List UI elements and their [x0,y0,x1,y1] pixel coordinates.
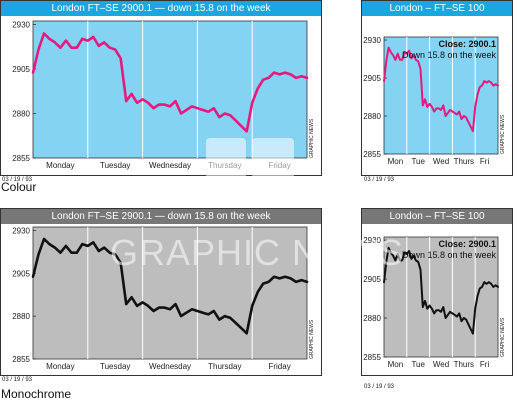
monochrome-large-chart: London FT–SE 2900.1 — down 15.8 on the w… [0,208,322,376]
weekly-change-annotation: Down 15.8 on the week [402,250,497,260]
plot-area [32,20,308,159]
ftse-series-line [31,32,309,133]
chart-title: London – FT–SE 100 [362,1,512,16]
y-tick-label: 2905 [12,269,30,278]
y-tick-label: 2855 [12,154,30,163]
x-tick-label: Fri [480,360,490,369]
x-tick-label: Monday [46,362,74,371]
x-tick-label: Wednesday [149,362,191,371]
x-tick-label: Tuesday [100,161,130,170]
y-tick-label: 2905 [363,74,381,83]
y-tick-label: 2880 [12,312,30,321]
y-tick-label: 2880 [363,112,381,121]
x-tick-label: Tue [411,157,425,166]
chart-plot: 2930 2905 2880 2855 Mon Tue Wed Thurs Fri Close: … [363,236,506,369]
y-tick-label: 2880 [363,314,381,323]
y-tick-label: 2880 [12,110,30,119]
x-tick-label: Monday [46,161,74,170]
x-tick-label: Mon [388,157,404,166]
y-tick-label: 2855 [12,355,30,364]
ftse-series-line [383,246,499,335]
credit-label: GRAPHIC NEWS [309,118,315,158]
chart-title: London FT–SE 2900.1 — down 15.8 on the w… [1,209,321,224]
chart-date: 03 / 19 / 93 [364,384,395,390]
credit-label: GRAPHIC NEWS [500,114,506,154]
y-tick-label: 2930 [363,236,381,245]
x-tick-label: Thursday [208,362,241,371]
y-tick-label: 2905 [363,275,381,284]
x-tick-label: Friday [268,362,290,371]
monochrome-small-chart: London – FT–SE 100 2930 2905 2880 2855 Mon Tu… [361,208,513,376]
plot-area [32,226,308,360]
y-tick-label: 2855 [363,353,381,362]
x-tick-label: Wednesday [149,161,191,170]
ftse-series-line [383,46,499,133]
chart-date: 03 / 19 / 93 [2,177,33,183]
colour-small-chart: London – FT–SE 100 2930 2905 2880 2855 Mon Tu… [361,0,513,176]
x-tick-label: Thurs [454,360,474,369]
chart-date: 03 / 19 / 93 [2,377,33,383]
close-annotation: Close: 2900.1 [438,239,496,249]
y-tick-label: 2905 [12,65,30,74]
ftse-series-line [31,237,309,335]
weekly-change-annotation: Down 15.8 on the week [402,50,497,60]
x-tick-label: Thursday [208,161,241,170]
x-tick-label: Wed [433,157,449,166]
x-tick-label: Mon [388,360,404,369]
x-tick-label: Thurs [454,157,474,166]
chart-title: London – FT–SE 100 [362,209,512,224]
y-tick-label: 2855 [363,150,381,159]
colour-large-chart: London FT–SE 2900.1 — down 15.8 on the w… [0,0,322,176]
monochrome-label: Monochrome [1,387,72,401]
credit-label: GRAPHIC NEWS [309,319,315,359]
chart-plot: 2930 2905 2880 2855 Monday Tuesday Wednesday Th… [12,226,315,371]
x-tick-label: Fri [480,157,490,166]
chart-plot: 2930 2905 2880 2855 Monday Tuesday Wednesday Th… [12,20,315,170]
y-tick-label: 2930 [12,21,30,30]
x-tick-label: Tuesday [100,362,130,371]
x-tick-label: Wed [433,360,449,369]
credit-label: GRAPHIC NEWS [500,317,506,357]
close-annotation: Close: 2900.1 [438,39,496,49]
chart-date: 03 / 19 / 93 [364,177,395,183]
chart-title: London FT–SE 2900.1 — down 15.8 on the w… [1,1,321,16]
x-tick-label: Friday [268,161,290,170]
colour-label: Colour [1,180,37,194]
y-tick-label: 2930 [12,226,30,235]
x-tick-label: Tue [411,360,425,369]
y-tick-label: 2930 [363,36,381,45]
chart-plot: 2930 2905 2880 2855 Mon Tue Wed Thurs Fri Close: … [363,36,506,166]
